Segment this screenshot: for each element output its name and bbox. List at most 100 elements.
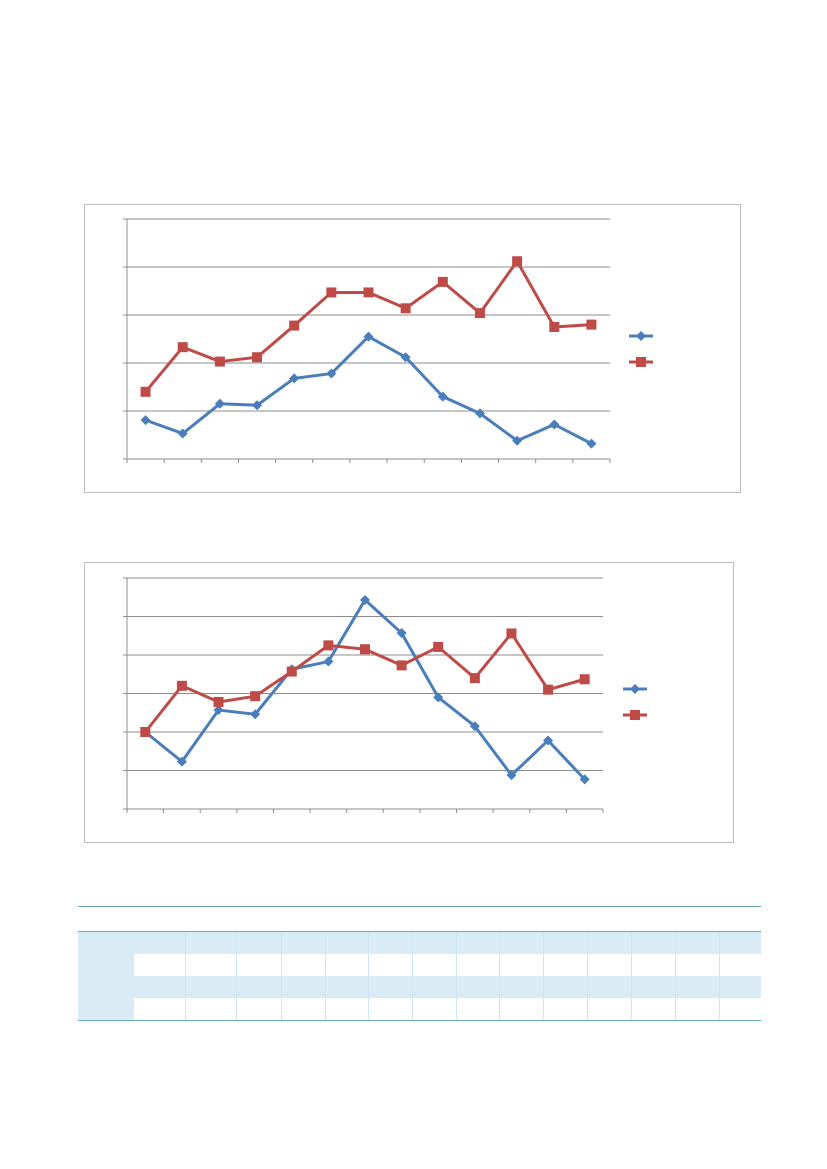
table-header-cell	[78, 906, 134, 932]
table-cell	[499, 998, 544, 1021]
table-cell	[236, 976, 282, 998]
series-2-point	[326, 287, 337, 298]
table-cell	[675, 931, 720, 954]
series-2-point	[586, 319, 597, 330]
series-2-point	[286, 666, 297, 677]
series-1-point	[140, 415, 151, 426]
table-cell	[236, 954, 282, 976]
series-2-point	[360, 644, 370, 655]
table-cell	[587, 954, 632, 976]
series-1-point	[250, 709, 261, 720]
table-header-row	[78, 906, 761, 932]
series-2-point	[396, 660, 407, 671]
chart-1-frame	[84, 204, 741, 493]
table-cell	[499, 954, 544, 976]
series-1-point	[512, 435, 523, 446]
table-header-cell	[543, 906, 587, 932]
table-cell	[368, 931, 413, 954]
series-1-point	[323, 656, 334, 667]
table-header-cell	[719, 906, 761, 932]
table-cell	[456, 976, 500, 998]
table-cell	[675, 954, 720, 976]
table-cell	[499, 931, 544, 954]
table-header-cell	[134, 906, 185, 932]
table-cell	[543, 954, 588, 976]
table-header-cell	[236, 906, 281, 932]
table-cell	[325, 954, 369, 976]
table-cell	[185, 954, 237, 976]
series-1-point	[437, 391, 448, 402]
series-1-point	[176, 756, 187, 767]
table-cell	[134, 954, 186, 976]
series-1-point	[543, 735, 554, 746]
series-1-point	[360, 594, 370, 605]
series-2-point	[177, 342, 188, 353]
table-cell	[543, 931, 588, 954]
legend-key-marker-1	[630, 684, 640, 694]
table-cell	[412, 931, 457, 954]
table-cell	[368, 998, 413, 1021]
series-2-point	[140, 727, 151, 737]
table-cell	[281, 954, 326, 976]
series-1-point	[214, 398, 225, 409]
series-2-point	[579, 674, 590, 685]
table-cell	[631, 931, 676, 954]
legend-key-marker-2	[636, 357, 646, 367]
series-2-point	[433, 641, 444, 652]
table-body	[78, 931, 761, 1021]
table-cell	[134, 976, 186, 998]
series-2-point	[289, 320, 300, 331]
table-cell	[325, 931, 369, 954]
table-cell	[631, 998, 676, 1021]
table-row	[78, 954, 761, 976]
series-2-point	[250, 691, 261, 702]
table-cell	[631, 976, 676, 998]
table-cell	[368, 954, 413, 976]
table-header-cell	[675, 906, 719, 932]
table-header-cell	[368, 906, 412, 932]
series-1-point	[289, 373, 300, 384]
table-cell	[412, 954, 457, 976]
series-2-point	[512, 256, 523, 267]
series-2-point	[363, 287, 374, 298]
series-1-point	[363, 331, 374, 342]
table-row	[78, 931, 761, 954]
table-cell	[631, 954, 676, 976]
series-2-point	[176, 680, 187, 691]
series-2-point	[543, 684, 554, 695]
series-2-point	[214, 356, 225, 367]
series-1-point	[433, 692, 444, 703]
series-2-point	[474, 308, 485, 319]
series-1-point	[506, 770, 517, 781]
table-cell	[236, 998, 282, 1021]
table-header-cell	[412, 906, 456, 932]
table-cell	[78, 954, 134, 976]
table-header-cell	[499, 906, 543, 932]
series-1-point	[586, 438, 597, 449]
chart-1	[123, 218, 653, 463]
table-cell	[185, 998, 237, 1021]
table-cell	[587, 998, 632, 1021]
series-1-point	[474, 408, 485, 419]
series-1-point	[579, 774, 590, 785]
series-2-point	[549, 322, 560, 332]
table-cell	[719, 954, 761, 976]
table-cell	[134, 931, 186, 954]
chart-2	[123, 577, 647, 813]
data-table	[78, 906, 761, 1021]
table-cell	[543, 976, 588, 998]
table-cell	[325, 998, 369, 1021]
table-cell	[134, 998, 186, 1021]
series-2-point	[400, 303, 411, 314]
series-2-point	[469, 673, 480, 684]
table-cell	[325, 976, 369, 998]
table-cell	[719, 976, 761, 998]
series-1-point	[213, 705, 224, 716]
table-cell	[587, 976, 632, 998]
series-2-point	[140, 386, 151, 397]
table-header-cell	[631, 906, 675, 932]
legend-key-marker-1	[636, 331, 646, 341]
table-cell	[499, 976, 544, 998]
series-2-point	[323, 640, 334, 651]
table-cell	[78, 931, 134, 954]
